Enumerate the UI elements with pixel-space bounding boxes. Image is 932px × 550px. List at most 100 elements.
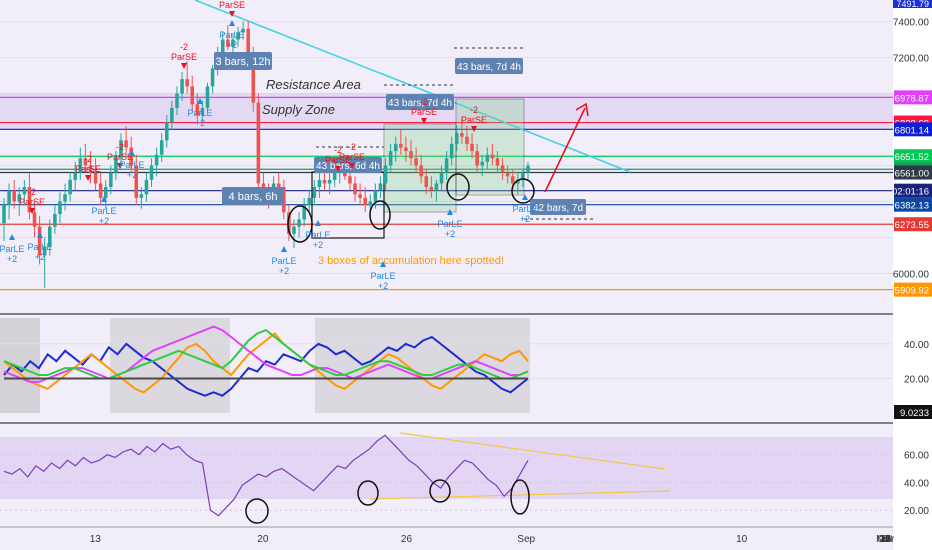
svg-text:-2: -2 [334,145,342,155]
svg-text:02:01:16: 02:01:16 [892,187,929,198]
candle [444,151,449,180]
candle [170,100,174,130]
time-tick-label: 24 [879,534,891,545]
dmi-shade-3 [315,318,530,413]
time-tick-label: 26 [401,534,413,545]
candle [241,21,245,40]
dmi-series-line [3,325,529,383]
svg-text:ParLE: ParLE [0,244,25,254]
candle [312,179,317,206]
svg-text:43 bars, 7d 4h: 43 bars, 7d 4h [388,98,452,109]
candle [58,192,62,224]
long-signal-marker: ParLE+2 [305,220,331,250]
candle [88,151,93,184]
long-signal-marker: ParLE+2 [219,20,245,50]
candle [460,118,464,144]
candle [2,197,6,242]
level-tag: 6273.55 [894,217,932,232]
rsi-panel[interactable] [0,432,893,524]
svg-text:+2: +2 [378,281,388,291]
candle [449,136,454,166]
svg-text:ParSE: ParSE [325,155,351,165]
rsi-tick-label: 20.00 [904,506,929,517]
candle [302,197,306,227]
candle [17,187,22,216]
candle [363,187,367,213]
svg-text:+2: +2 [7,254,17,264]
svg-text:43 bars, 7d 4h: 43 bars, 7d 4h [457,62,521,73]
candle [78,147,83,180]
svg-text:ParSE: ParSE [411,107,437,117]
level-tag: 6651.52 [894,149,932,164]
svg-text:+2: +2 [445,229,455,239]
time-tick-label: 13 [90,534,102,545]
dmi-panel[interactable] [0,318,893,413]
long-signal-marker: ParLE+2 [187,98,213,128]
candle [256,93,261,202]
dmi-shade-1 [0,318,40,413]
long-signal-marker: ParLE+2 [512,194,538,224]
candle [414,147,418,173]
svg-text:6382.13: 6382.13 [895,201,929,212]
svg-text:ParSE: ParSE [219,0,245,10]
candle [500,158,505,180]
svg-text:ParSE: ParSE [75,164,101,174]
top-price-tag: 7491.79 [893,0,932,9]
svg-text:ParSE: ParSE [19,197,45,207]
candle [53,205,57,234]
candle [485,147,490,170]
rsi-circle-4 [510,479,530,515]
candle [399,129,403,155]
candle [180,71,184,101]
rsi-circle-2 [357,480,379,506]
candle [358,183,362,206]
svg-text:ParLE: ParLE [119,160,144,170]
descending-trendline [194,0,631,173]
price-tick-label: 7200.00 [893,54,930,65]
candle [317,172,322,198]
dmi-tick-label: 40.00 [904,340,929,351]
rsi-series-line [3,434,529,517]
svg-text:ParLE: ParLE [305,230,330,240]
svg-text:ParLE: ParLE [27,242,52,252]
svg-text:ParLE: ParLE [219,30,244,40]
candle [210,64,215,94]
time-tick-label: Sep [517,534,535,545]
candle [297,212,301,238]
long-signal-marker: ParLE+2 [370,261,396,291]
candle [154,147,159,177]
candle [165,115,169,148]
svg-text:+2: +2 [35,252,45,262]
supply-zone-label: Supply Zone [262,102,335,117]
svg-text:6801.14: 6801.14 [895,125,929,136]
time-tick-label: 22 [879,534,891,545]
price-axis[interactable]: 6000.007200.007400.007491.796978.876838.… [892,0,932,517]
low-circle-3 [446,173,470,201]
svg-text:6561.00: 6561.00 [895,169,929,180]
svg-text:+2: +2 [520,214,530,224]
candle [505,165,510,184]
candle [475,143,479,173]
candle [521,169,525,188]
level-tag: 6561.00 [894,165,932,180]
candle [42,237,47,288]
candle [195,93,200,121]
long-signal-marker: ParLE+2 [119,150,145,180]
rsi-circle-3 [429,479,451,503]
level-tag: 6801.14 [894,122,932,136]
price-panel[interactable]: Resistance Area Supply Zone 3 boxes of a… [0,0,893,291]
svg-text:43 bars, 6d 4h: 43 bars, 6d 4h [316,161,380,172]
candle [470,133,474,159]
candles [2,21,530,288]
callout-42-bars: 42 bars, 7d [530,199,586,215]
candle [419,154,423,184]
level-tag: 6382.13 [894,197,932,212]
candle [190,75,195,112]
accumulation-note: 3 boxes of accumulation here spotted! [318,255,504,267]
candle [175,86,179,116]
candle [159,133,164,162]
